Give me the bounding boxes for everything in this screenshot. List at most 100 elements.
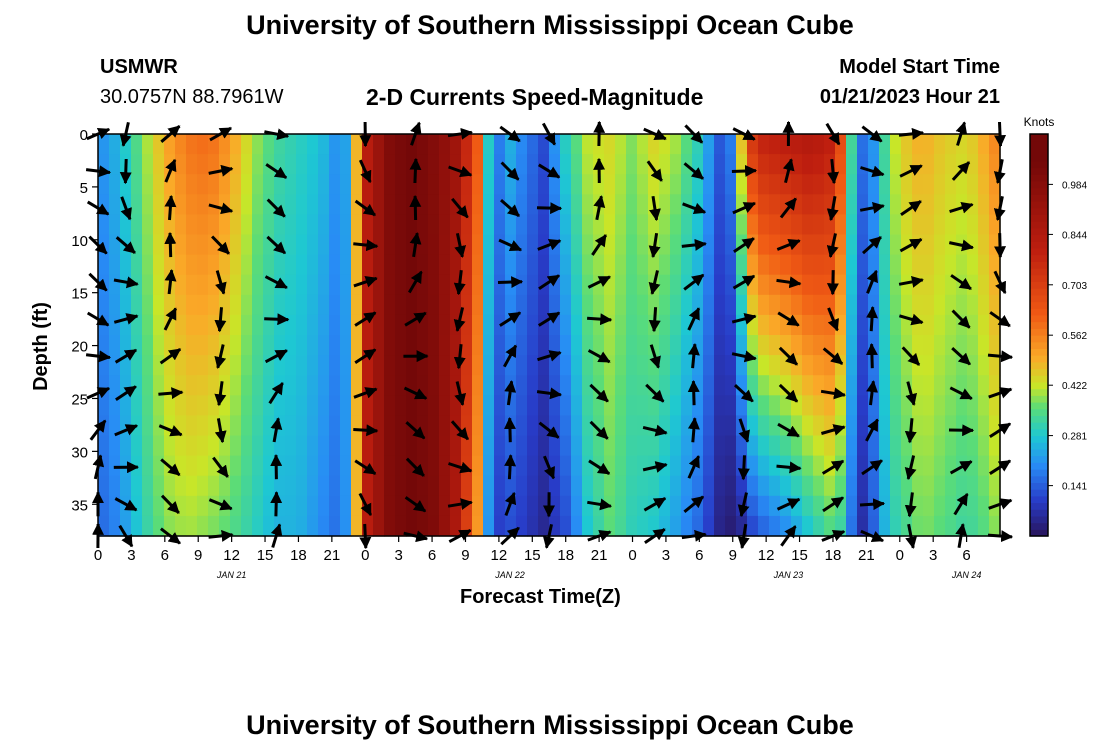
heatmap-cell bbox=[791, 154, 803, 175]
heatmap-cell bbox=[736, 174, 748, 195]
heatmap-cell bbox=[318, 495, 330, 517]
heatmap-cell bbox=[186, 154, 198, 175]
heatmap-cell bbox=[296, 475, 308, 497]
heatmap-cell bbox=[747, 254, 759, 276]
heatmap-cell bbox=[263, 495, 275, 517]
heatmap-cell bbox=[747, 435, 759, 457]
heatmap-cell bbox=[252, 415, 264, 437]
heatmap-cell bbox=[670, 395, 682, 416]
colorbar-segment bbox=[1030, 455, 1048, 463]
heatmap-cell bbox=[208, 335, 220, 356]
heatmap-cell bbox=[670, 375, 682, 396]
heatmap-cell bbox=[615, 355, 627, 376]
heatmap-cell bbox=[263, 254, 275, 276]
heatmap-cell bbox=[747, 495, 759, 517]
heatmap-cell bbox=[351, 355, 363, 376]
heatmap-cell bbox=[901, 314, 913, 336]
heatmap-cell bbox=[494, 254, 506, 276]
heatmap-cell bbox=[736, 335, 748, 356]
heatmap-cell bbox=[835, 154, 847, 175]
heatmap-cell bbox=[516, 375, 528, 396]
heatmap-cell bbox=[835, 214, 847, 236]
heatmap-cell bbox=[681, 254, 693, 276]
heatmap-cell bbox=[483, 455, 495, 477]
heatmap-cell bbox=[329, 214, 341, 236]
heatmap-cell bbox=[461, 515, 473, 537]
heatmap-cell bbox=[538, 314, 550, 336]
heatmap-cell bbox=[494, 495, 506, 517]
heatmap-cell bbox=[670, 274, 682, 296]
current-vector bbox=[732, 201, 756, 215]
colorbar-tick-label: 0.422 bbox=[1062, 381, 1087, 392]
heatmap-cell bbox=[417, 515, 429, 537]
heatmap-cell bbox=[296, 174, 308, 195]
heatmap-cell bbox=[912, 395, 924, 416]
current-vector bbox=[648, 232, 661, 259]
heatmap-cell bbox=[241, 415, 253, 437]
heatmap-cell bbox=[978, 274, 990, 296]
heatmap-cell bbox=[923, 515, 935, 537]
heatmap-cell bbox=[252, 194, 264, 215]
heatmap-cell bbox=[670, 214, 682, 236]
heatmap-cell bbox=[329, 274, 341, 296]
heatmap-cell bbox=[703, 475, 715, 497]
heatmap-cell bbox=[329, 335, 341, 356]
heatmap-cell bbox=[879, 194, 891, 215]
heatmap-cell bbox=[153, 455, 165, 477]
heatmap-cell bbox=[978, 475, 990, 497]
heatmap-cell bbox=[175, 274, 187, 296]
heatmap-cell bbox=[901, 234, 913, 256]
heatmap-cell bbox=[395, 174, 407, 195]
heatmap-cell bbox=[835, 435, 847, 457]
heatmap-cell bbox=[648, 254, 660, 276]
colorbar-tick-label: 0.984 bbox=[1062, 180, 1087, 191]
heatmap-cell bbox=[384, 515, 396, 537]
heatmap-cell bbox=[626, 435, 638, 457]
heatmap-cell bbox=[340, 375, 352, 396]
heatmap-cell bbox=[417, 475, 429, 497]
heatmap-cell bbox=[780, 174, 792, 195]
heatmap-cell bbox=[230, 274, 242, 296]
heatmap-cell bbox=[450, 214, 462, 236]
current-vector bbox=[861, 459, 883, 476]
heatmap-cell bbox=[384, 395, 396, 416]
heatmap-cell bbox=[494, 274, 506, 296]
heatmap-cell bbox=[703, 515, 715, 537]
heatmap-cell bbox=[296, 154, 308, 175]
heatmap-cell bbox=[362, 435, 374, 457]
heatmap-cell bbox=[307, 435, 319, 457]
heatmap-cell bbox=[758, 495, 770, 517]
heatmap-cell bbox=[923, 154, 935, 175]
heatmap-cell bbox=[450, 435, 462, 457]
current-vector bbox=[503, 417, 516, 443]
heatmap-cell bbox=[769, 375, 781, 396]
heatmap-cell bbox=[934, 234, 946, 256]
heatmap-cell bbox=[923, 375, 935, 396]
heatmap-cell bbox=[186, 395, 198, 416]
heatmap-cell bbox=[285, 234, 297, 256]
heatmap-cell bbox=[230, 335, 242, 356]
heatmap-cell bbox=[769, 395, 781, 416]
current-vector bbox=[820, 424, 846, 436]
heatmap-cell bbox=[340, 194, 352, 215]
heatmap-cell bbox=[329, 435, 341, 457]
heatmap-cell bbox=[362, 355, 374, 376]
heatmap-cell bbox=[461, 475, 473, 497]
heatmap-cell bbox=[956, 294, 968, 316]
heatmap-cell bbox=[351, 415, 363, 437]
heatmap-cell bbox=[208, 174, 220, 195]
heatmap-cell bbox=[197, 435, 209, 457]
colorbar-tick-label: 0.281 bbox=[1062, 432, 1087, 443]
heatmap-cell bbox=[978, 294, 990, 316]
heatmap-cell bbox=[571, 375, 583, 396]
heatmap-cell bbox=[879, 234, 891, 256]
heatmap-cell bbox=[538, 254, 550, 276]
heatmap-cell bbox=[934, 335, 946, 356]
heatmap-cell bbox=[945, 314, 957, 336]
heatmap-cell bbox=[560, 375, 572, 396]
heatmap-cell bbox=[549, 355, 561, 376]
heatmap-cell bbox=[318, 314, 330, 336]
heatmap-cell bbox=[681, 475, 693, 497]
heatmap-cell bbox=[527, 415, 539, 437]
heatmap-cell bbox=[395, 375, 407, 396]
